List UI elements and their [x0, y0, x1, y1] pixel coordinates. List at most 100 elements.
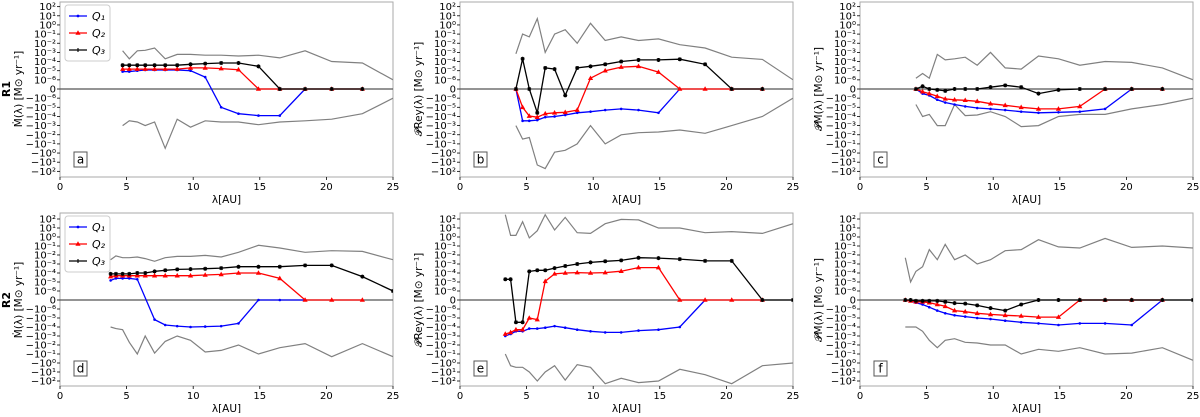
- q1-point: [619, 331, 623, 334]
- q1-point: [189, 325, 192, 329]
- q2-point: [174, 66, 180, 71]
- y-tick-label: −10⁻³: [826, 332, 856, 343]
- y-tick-label: −10⁻²: [26, 341, 56, 352]
- y-tick-label: −10¹: [831, 158, 856, 169]
- q2-point: [202, 272, 208, 277]
- x-tick-label: 10: [987, 391, 1000, 402]
- q3-point: [203, 61, 208, 66]
- y-tick-label: 10⁰: [839, 20, 856, 31]
- x-tick-label: 5: [523, 391, 529, 402]
- y-tick-label: 10¹: [439, 224, 456, 235]
- q2-point: [587, 270, 594, 275]
- q2-point: [1002, 102, 1008, 108]
- q3-point: [1036, 91, 1041, 96]
- q3-point: [113, 271, 118, 276]
- legend-marker-q3: [76, 48, 80, 52]
- q3-point: [1103, 298, 1108, 302]
- q1-point: [219, 106, 223, 109]
- y-tick-label: −10⁻²: [826, 130, 856, 141]
- y-tick-label: 10⁻²: [834, 251, 856, 262]
- y-tick-label: 10⁻³: [434, 260, 456, 271]
- y-tick-label: −10⁻³: [26, 121, 56, 132]
- q2-point: [729, 297, 735, 302]
- x-tick-label: 0: [57, 182, 63, 193]
- q2-point: [302, 297, 308, 302]
- q2-point: [134, 66, 140, 71]
- q1-point: [543, 115, 547, 119]
- q1-point: [1057, 323, 1060, 327]
- y-tick-label: −10¹: [831, 368, 856, 379]
- y-tick-label: 10⁻²: [34, 251, 56, 262]
- y-tick-label: 10⁻⁶: [434, 287, 456, 298]
- legend-label-q3: Q₃: [92, 255, 106, 268]
- q1-point: [1003, 108, 1007, 112]
- y-tick-label: −10⁻⁶: [26, 94, 56, 105]
- q2-point: [255, 270, 262, 275]
- y-axis-label: 𝓟Rey(λ) [M⊙ yr⁻¹]: [413, 42, 425, 136]
- q1-point: [121, 70, 124, 73]
- y-tick-label: −10⁻³: [826, 121, 856, 132]
- y-tick-label: 10⁻⁵: [434, 66, 456, 77]
- y-tick-label: −10⁻⁴: [426, 112, 456, 123]
- y-tick-label: 10¹: [39, 224, 56, 235]
- y-tick-label: 10²: [839, 215, 856, 226]
- q1-point: [203, 75, 207, 79]
- q1-point: [1078, 110, 1082, 113]
- q3-point: [108, 271, 113, 276]
- y-tick-label: 10⁻⁴: [34, 269, 56, 280]
- y-tick-label: 10⁻⁵: [834, 66, 856, 77]
- q3-point: [143, 63, 148, 68]
- series-q1-line: [915, 88, 1133, 114]
- q1-point: [927, 305, 931, 309]
- y-axis-label: Ṁ(λ) [M⊙ yr⁻¹]: [12, 262, 25, 338]
- y-tick-label: −10⁻⁵: [826, 103, 856, 114]
- q1-point: [963, 105, 967, 108]
- q2-point: [508, 329, 514, 335]
- q3-point: [236, 264, 241, 269]
- q2-point: [602, 269, 608, 275]
- x-tick-label: 10: [987, 182, 1000, 193]
- q2-point: [551, 271, 558, 276]
- q2-point: [934, 93, 940, 99]
- y-tick-label: 10⁻⁶: [834, 287, 856, 298]
- q1-point: [943, 311, 947, 315]
- q3-point: [1077, 87, 1082, 91]
- panel-tag-box: [473, 151, 488, 168]
- y-tick-label: 10²: [439, 2, 456, 13]
- q2-point: [574, 107, 580, 112]
- q1-point: [219, 324, 223, 328]
- y-tick-label: −10⁻³: [426, 121, 456, 132]
- q3-point: [588, 64, 593, 69]
- y-tick-label: −10⁻⁴: [826, 112, 856, 123]
- q1-point: [237, 112, 240, 115]
- legend-label-q1: Q₁: [92, 221, 105, 234]
- envelope-upper-line: [122, 47, 393, 81]
- y-tick-label: −10⁻⁵: [426, 103, 456, 114]
- panel-tag: d: [77, 362, 85, 376]
- q3-point: [963, 301, 968, 306]
- x-tick-label: 15: [653, 391, 666, 402]
- y-tick-label: −10⁻⁵: [826, 314, 856, 325]
- q1-point: [637, 329, 640, 332]
- q3-point: [935, 298, 940, 303]
- q2-point: [1035, 314, 1042, 319]
- panel-tag: a: [77, 153, 84, 167]
- panel-tag-box: [873, 151, 888, 168]
- q2-point: [677, 86, 683, 91]
- q1-point: [989, 107, 992, 111]
- q3-point: [677, 57, 682, 62]
- q2-point: [587, 75, 594, 81]
- q3-point: [903, 298, 908, 302]
- q1-point: [575, 328, 579, 332]
- q2-point: [1035, 106, 1042, 111]
- q1-point: [935, 309, 939, 312]
- q3-point: [329, 263, 334, 268]
- x-tick-label: 25: [787, 391, 800, 402]
- q3-point: [236, 60, 241, 65]
- q2-point: [574, 269, 580, 275]
- legend-marker-q1: [76, 225, 80, 229]
- q3-point: [920, 298, 925, 303]
- q1-point: [278, 114, 282, 117]
- q2-point: [635, 264, 642, 270]
